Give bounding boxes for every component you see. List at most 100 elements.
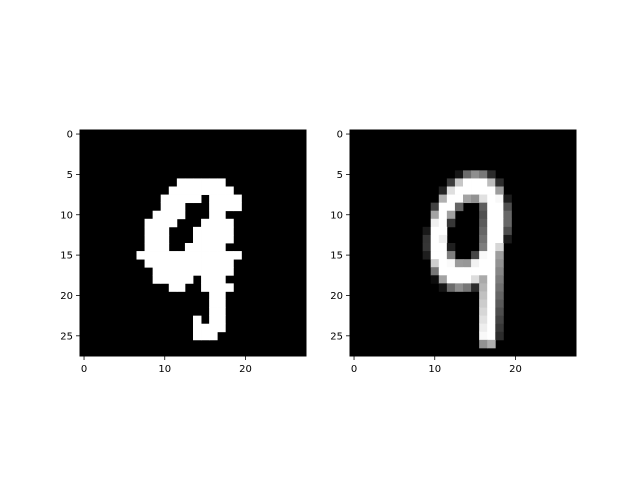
x-tick-label: 10 — [428, 364, 441, 375]
y-tick-label: 10 — [60, 210, 73, 221]
image-pixel — [225, 234, 234, 244]
image-pixel — [487, 202, 496, 212]
image-pixel — [487, 186, 496, 195]
y-tick-label: 15 — [330, 251, 343, 262]
image-pixel — [495, 226, 504, 236]
y-tick-label: 5 — [337, 170, 343, 181]
image-pixel — [193, 186, 202, 195]
image-pixel — [438, 267, 448, 276]
image-pixel — [201, 251, 210, 260]
image-pixel — [184, 243, 194, 252]
image-pixel — [225, 202, 234, 212]
image-pixel — [144, 234, 154, 244]
image-pixel — [430, 251, 440, 260]
image-pixel — [454, 283, 464, 292]
image-pixel — [176, 202, 186, 212]
image-pixel — [430, 259, 440, 268]
image-pixel — [217, 283, 226, 292]
image-pixel — [217, 194, 226, 204]
y-tick-label: 10 — [330, 210, 343, 221]
image-pixel — [495, 331, 504, 341]
image-pixel — [184, 275, 194, 284]
image-pixel — [471, 178, 480, 187]
image-pixel — [454, 202, 464, 212]
image-pixel — [201, 283, 210, 292]
y-tick-label: 20 — [60, 291, 73, 302]
image-pixel — [209, 291, 218, 300]
image-pixel — [201, 234, 210, 244]
image-pixel — [479, 299, 488, 308]
image-pixel — [471, 194, 480, 204]
image-pixel — [184, 178, 194, 187]
image-pixel — [160, 251, 170, 260]
image-pixel — [430, 234, 440, 244]
image-pixel — [136, 251, 145, 260]
image-pixel — [160, 267, 170, 276]
image-pixel — [217, 243, 226, 252]
image-pixel — [487, 339, 496, 349]
image-pixel — [152, 243, 162, 252]
image-pixel — [184, 267, 194, 276]
image-pixel — [168, 210, 178, 220]
image-pixel — [487, 307, 496, 317]
image-pixel — [422, 226, 432, 236]
image-pixel — [152, 259, 162, 268]
image-pixel — [152, 267, 162, 276]
image-pixel — [209, 178, 218, 187]
image-pixel — [217, 275, 226, 284]
image-pixel — [176, 267, 186, 276]
image-pixel — [479, 218, 488, 228]
image-pixel — [193, 194, 202, 204]
left-axes-frame — [79, 129, 307, 357]
image-pixel — [209, 234, 218, 244]
image-pixel — [225, 259, 234, 268]
image-pixel — [217, 323, 226, 333]
image-pixel — [503, 194, 512, 204]
image-pixel — [454, 194, 464, 204]
image-pixel — [201, 243, 210, 252]
image-pixel — [454, 170, 464, 179]
image-pixel — [479, 275, 488, 284]
image-pixel — [152, 275, 162, 284]
image-pixel — [471, 283, 480, 292]
image-pixel — [479, 170, 488, 179]
image-pixel — [201, 178, 210, 187]
image-pixel — [495, 251, 504, 260]
y-tick-label: 15 — [60, 251, 73, 262]
image-pixel — [201, 186, 210, 195]
y-tick-label: 25 — [330, 331, 343, 342]
image-pixel — [225, 194, 234, 204]
image-pixel — [184, 186, 194, 195]
image-pixel — [479, 323, 488, 333]
image-pixel — [168, 251, 178, 260]
image-pixel — [193, 259, 202, 268]
image-pixel — [193, 331, 202, 341]
image-pixel — [495, 178, 504, 187]
image-pixel — [176, 283, 186, 292]
image-pixel — [144, 259, 154, 268]
image-pixel — [160, 259, 170, 268]
grayscale-digit-image — [350, 130, 576, 356]
image-pixel — [209, 202, 218, 212]
image-pixel — [160, 218, 170, 228]
image-pixel — [438, 234, 448, 244]
image-pixel — [209, 243, 218, 252]
image-pixel — [209, 194, 218, 204]
image-pixel — [176, 194, 186, 204]
image-pixel — [233, 194, 242, 204]
image-pixel — [446, 243, 456, 252]
image-pixel — [430, 243, 440, 252]
image-pixel — [487, 331, 496, 341]
x-tick-label: 10 — [158, 364, 171, 375]
image-pixel — [176, 186, 186, 195]
image-pixel — [144, 243, 154, 252]
image-pixel — [495, 243, 504, 252]
y-tick-label: 20 — [330, 291, 343, 302]
image-pixel — [184, 259, 194, 268]
image-pixel — [438, 186, 448, 195]
image-pixel — [201, 226, 210, 236]
image-pixel — [209, 299, 218, 308]
image-pixel — [479, 291, 488, 300]
image-pixel — [454, 275, 464, 284]
image-pixel — [168, 283, 178, 292]
